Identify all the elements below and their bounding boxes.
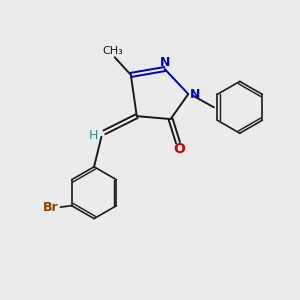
- Text: H: H: [88, 129, 98, 142]
- Text: CH₃: CH₃: [103, 46, 124, 56]
- Text: O: O: [173, 142, 185, 156]
- Text: N: N: [190, 88, 200, 100]
- Text: N: N: [160, 56, 170, 69]
- Text: Br: Br: [43, 201, 58, 214]
